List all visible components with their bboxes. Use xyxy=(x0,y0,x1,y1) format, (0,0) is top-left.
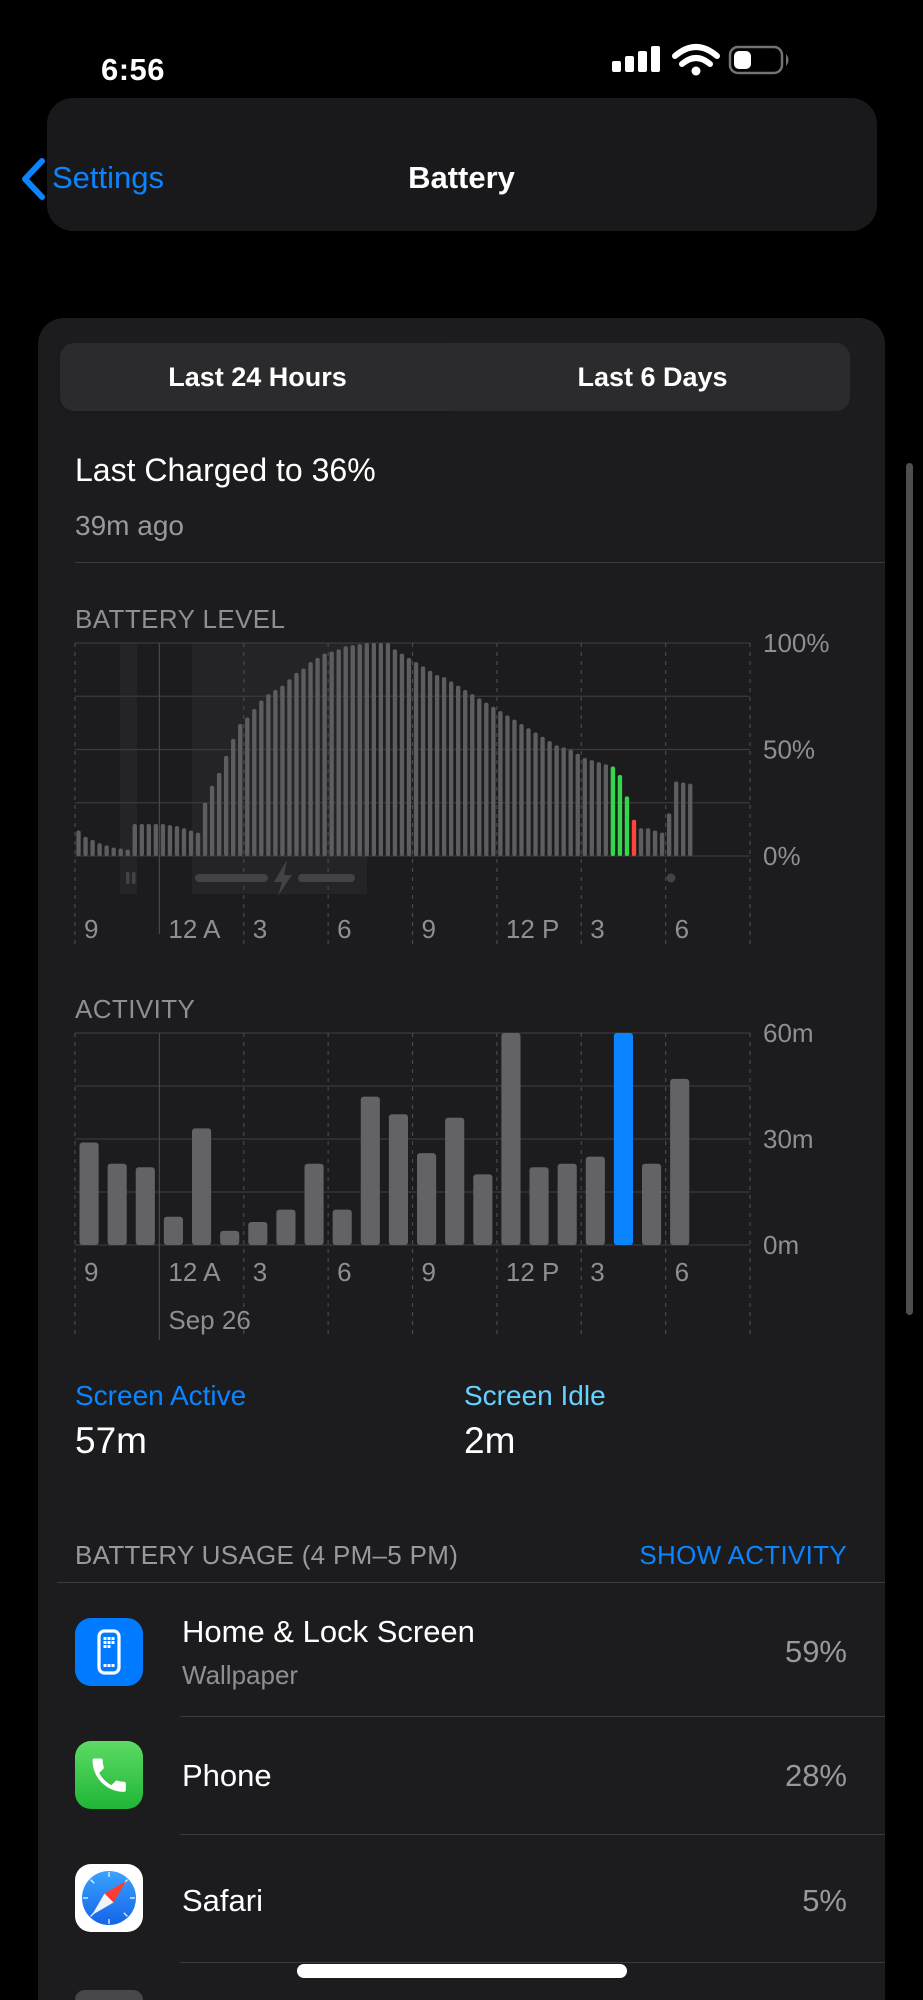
show-activity-button[interactable]: SHOW ACTIVITY xyxy=(639,1540,847,1570)
battery-usage-header: BATTERY USAGE (4 PM–5 PM) xyxy=(75,1540,459,1570)
last-charged-title: Last Charged to 36% xyxy=(75,452,376,488)
scrollbar-thumb[interactable] xyxy=(906,463,913,1315)
app-row-percent: 59% xyxy=(784,1634,847,1669)
phone-icon xyxy=(75,1741,143,1809)
svg-text:12 P: 12 P xyxy=(506,914,560,944)
battery-level-section-label: BATTERY LEVEL xyxy=(75,604,286,634)
svg-text:12 A: 12 A xyxy=(168,1257,221,1287)
home-indicator[interactable] xyxy=(297,1964,627,1978)
svg-text:60m: 60m xyxy=(763,1018,814,1048)
scrolled-card-remnant xyxy=(47,98,877,231)
partial-app-icon xyxy=(75,1990,143,2000)
divider xyxy=(180,1834,885,1835)
svg-text:12 A: 12 A xyxy=(168,914,221,944)
page-title: Battery xyxy=(408,160,515,195)
back-chevron-icon[interactable] xyxy=(20,158,46,200)
home-lock-screen-icon xyxy=(75,1618,143,1686)
app-row-percent: 5% xyxy=(802,1883,847,1918)
svg-text:3: 3 xyxy=(253,1257,267,1287)
svg-text:9: 9 xyxy=(84,1257,98,1287)
screen-idle-value: 2m xyxy=(464,1420,516,1461)
last-charged-subtitle: 39m ago xyxy=(75,510,184,541)
app-row-subtitle: Wallpaper xyxy=(182,1660,299,1690)
svg-text:9: 9 xyxy=(422,1257,436,1287)
svg-text:3: 3 xyxy=(590,1257,604,1287)
status-icons xyxy=(612,44,789,76)
svg-text:Sep 26: Sep 26 xyxy=(168,1305,250,1335)
svg-text:6: 6 xyxy=(337,914,351,944)
cellular-signal-icon xyxy=(612,46,660,72)
svg-text:6: 6 xyxy=(675,1257,689,1287)
app-row-percent: 28% xyxy=(784,1758,847,1793)
svg-text:9: 9 xyxy=(422,914,436,944)
svg-text:30m: 30m xyxy=(763,1124,814,1154)
divider xyxy=(75,562,885,563)
divider xyxy=(180,1716,885,1717)
screen-active-label: Screen Active xyxy=(75,1380,247,1411)
svg-text:3: 3 xyxy=(253,914,267,944)
app-row-title[interactable]: Phone xyxy=(182,1758,272,1793)
app-row-title[interactable]: Home & Lock Screen xyxy=(182,1614,475,1649)
svg-text:12 P: 12 P xyxy=(506,1257,560,1287)
divider xyxy=(57,1582,885,1583)
app-row-title[interactable]: Safari xyxy=(182,1883,263,1918)
svg-text:3: 3 xyxy=(590,914,604,944)
activity-section-label: ACTIVITY xyxy=(75,994,196,1024)
tab-last-24-hours[interactable]: Last 24 Hours xyxy=(168,361,347,392)
wifi-icon xyxy=(672,44,720,76)
tab-last-6-days[interactable]: Last 6 Days xyxy=(577,361,728,392)
svg-text:9: 9 xyxy=(84,914,98,944)
svg-text:6: 6 xyxy=(337,1257,351,1287)
divider xyxy=(180,1962,885,1963)
activity-chart[interactable]: 60m 30m 0m 9 12 A 3 6 9 12 P 3 6 Sep 26 xyxy=(40,988,900,1360)
svg-text:0m: 0m xyxy=(763,1230,799,1260)
battery-icon xyxy=(728,45,789,75)
screen-idle-label: Screen Idle xyxy=(464,1380,606,1411)
battery-level-chart[interactable]: 100% 50% 0% 9 12 A 3 6 9 12 P 3 6 xyxy=(40,598,900,958)
status-time: 6:56 xyxy=(100,52,166,87)
svg-text:6: 6 xyxy=(675,914,689,944)
svg-text:50%: 50% xyxy=(763,735,815,765)
nav-back-settings[interactable]: Settings xyxy=(52,160,165,195)
safari-icon xyxy=(75,1864,143,1932)
time-range-segmented-control: Last 24 Hours Last 6 Days xyxy=(60,343,850,411)
screen-active-value: 57m xyxy=(75,1420,147,1461)
svg-text:100%: 100% xyxy=(763,628,830,658)
svg-text:0%: 0% xyxy=(763,841,801,871)
